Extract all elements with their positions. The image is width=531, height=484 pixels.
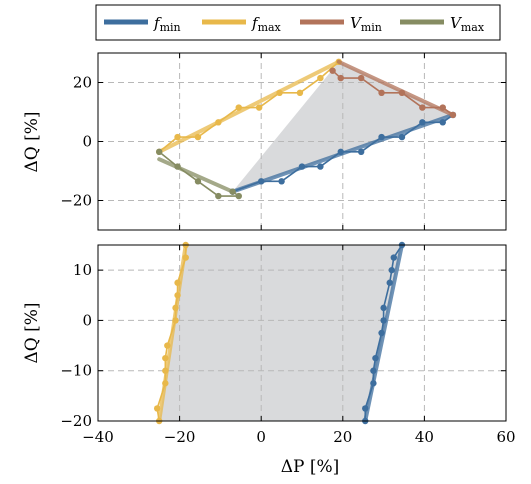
data-point-fmax (162, 367, 169, 374)
top-panel: −20 0 20 (60, 52, 507, 231)
data-point-fmin (386, 279, 393, 286)
fit-line-vmin (336, 59, 455, 117)
data-point-fmin (419, 119, 426, 126)
data-point-fmax (174, 279, 181, 286)
y-tick-label: −10 (60, 362, 92, 380)
fit-line-vmax (157, 157, 235, 194)
data-point-vmin (419, 104, 426, 111)
y-tick-label: 0 (82, 311, 92, 329)
data-point-vmin (337, 74, 344, 82)
y-tick-label: 0 (82, 133, 92, 151)
data-point-fmax (174, 133, 181, 141)
data-point-fmax (276, 89, 283, 97)
data-point-fmin (388, 266, 395, 274)
data-point-fmax (182, 254, 189, 261)
legend-label-fmax: fmax (251, 14, 282, 34)
data-point-vmin (357, 74, 365, 82)
x-tick-label: 40 (415, 428, 434, 446)
x-tick-label: −20 (164, 428, 196, 446)
fit-line-fmax (157, 243, 188, 423)
data-point-fmin (380, 304, 387, 312)
data-point-fmax (215, 119, 222, 126)
data-point-vmax (215, 192, 222, 200)
data-point-fmax (172, 317, 179, 324)
series-line-fmax (158, 61, 340, 153)
bottom-y-axis-label: ΔQ [%] (22, 302, 42, 363)
data-point-fmin (362, 405, 369, 412)
data-point-vmin (398, 89, 406, 97)
series-line-vmin (332, 70, 454, 116)
data-point-vmax (235, 192, 242, 200)
operating-region (159, 245, 402, 421)
legend-label-vmin: Vmin (350, 14, 382, 34)
y-tick-label: 20 (73, 74, 92, 92)
data-point-fmax (296, 89, 304, 97)
data-point-fmax (153, 405, 161, 412)
axes-frame (97, 244, 507, 422)
data-point-fmax (172, 304, 179, 312)
data-point-fmin (258, 178, 265, 185)
y-tick-label: −20 (60, 192, 92, 210)
x-tick-label: 0 (256, 428, 266, 446)
data-point-vmin (449, 111, 457, 119)
data-point-fmax (235, 104, 242, 111)
x-axis-label: ΔP [%] (281, 457, 340, 477)
data-point-fmax (174, 292, 181, 299)
top-y-axis-label: ΔQ [%] (22, 111, 42, 172)
legend-item-fmax: fmax (202, 14, 282, 34)
data-point-fmin (357, 148, 365, 156)
data-point-fmax (317, 74, 324, 82)
data-point-fmax (162, 380, 169, 387)
data-point-vmax (194, 178, 202, 185)
data-point-fmin (372, 354, 379, 362)
data-point-fmin (298, 163, 306, 170)
legend-item-vmin: Vmin (300, 14, 382, 34)
data-point-vmax (174, 163, 181, 170)
data-point-fmin (378, 133, 385, 141)
data-point-fmax (164, 342, 171, 349)
data-point-vmin (439, 104, 446, 111)
x-tick-label: −40 (82, 428, 114, 446)
y-tick-label: 10 (73, 261, 92, 279)
data-point-fmin (378, 329, 385, 337)
legend-label-vmax: Vmax (450, 14, 485, 34)
data-point-fmax (162, 354, 169, 362)
data-point-fmin (439, 119, 446, 126)
legend-label-fmin: fmin (153, 14, 181, 34)
data-point-fmin (380, 317, 387, 324)
data-point-fmin (370, 380, 377, 387)
data-point-vmin (329, 67, 336, 74)
legend: fmin fmax Vmin Vmax (95, 4, 501, 41)
data-point-vmin (378, 89, 385, 97)
legend-item-vmax: Vmax (400, 14, 485, 34)
data-point-vmax (156, 148, 163, 156)
legend-item-fmin: fmin (104, 14, 181, 34)
series-line-fmin (232, 114, 454, 193)
data-point-fmin (370, 367, 377, 374)
data-point-fmin (317, 163, 324, 170)
data-point-fmin (337, 148, 344, 156)
x-tick-label: 20 (333, 428, 352, 446)
series-line-fmax (156, 245, 187, 422)
x-tick-label: 60 (496, 428, 515, 446)
data-point-fmin (398, 133, 406, 141)
data-point-vmax (229, 188, 236, 195)
data-point-fmin (390, 254, 397, 261)
data-point-fmin (278, 178, 285, 185)
y-tick-label: −20 (60, 412, 92, 430)
data-point-fmax (194, 133, 202, 141)
data-point-fmax (255, 104, 263, 111)
